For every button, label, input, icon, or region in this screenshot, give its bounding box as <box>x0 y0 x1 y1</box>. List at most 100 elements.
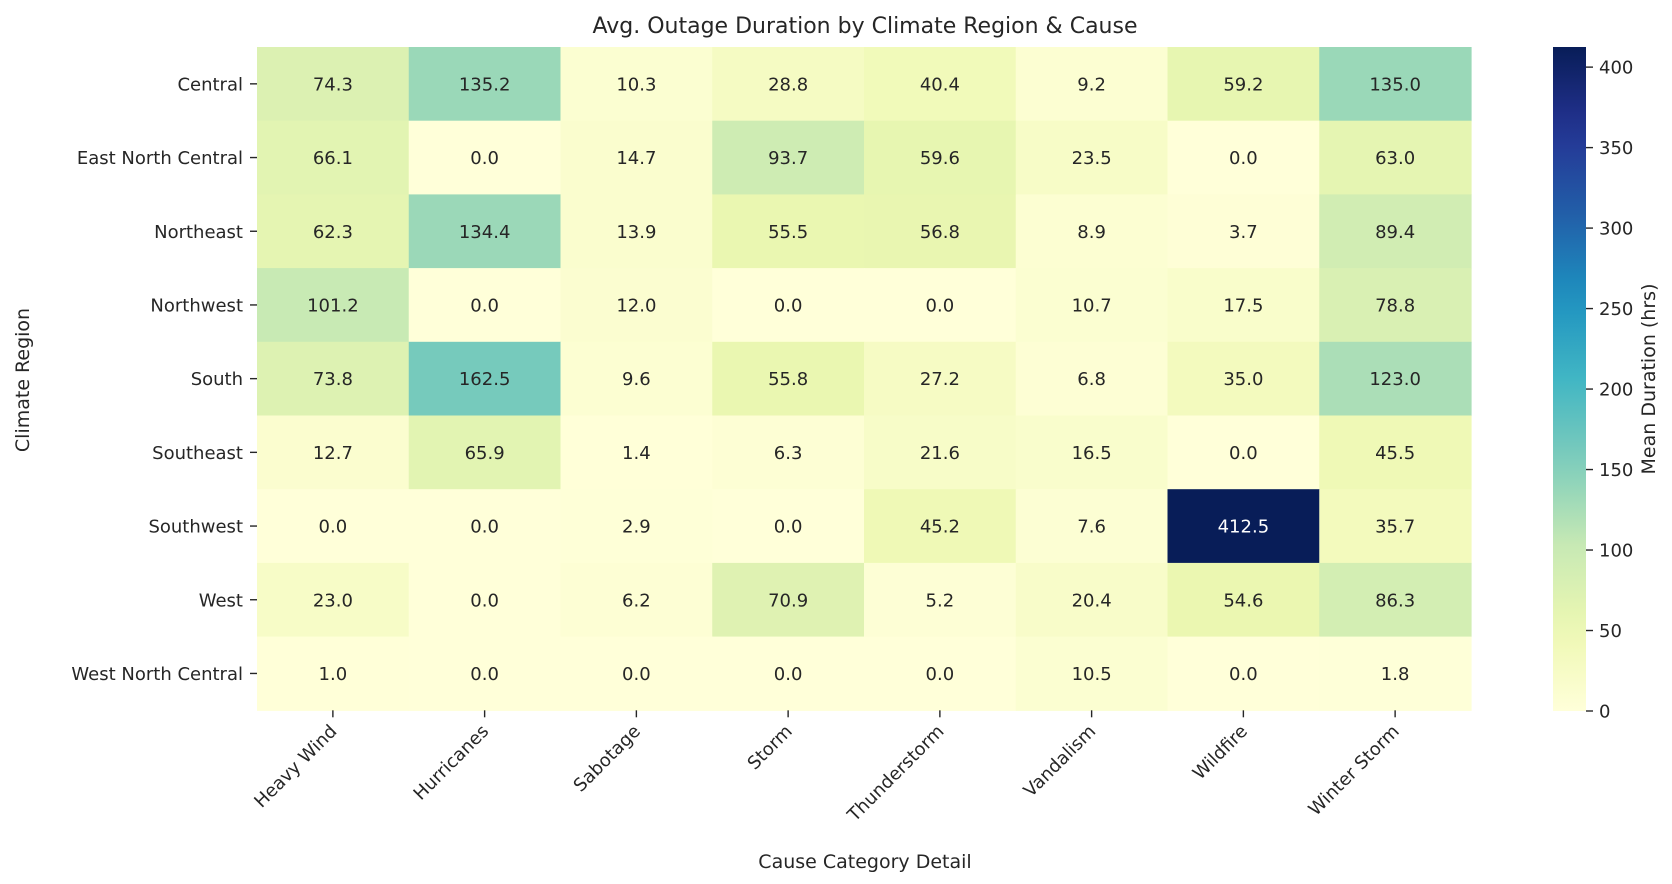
cell-value-label: 5.2 <box>926 590 955 611</box>
heatmap-cell <box>257 415 410 490</box>
cell-value-label: 65.9 <box>465 443 505 464</box>
cell-value-label: 7.6 <box>1077 517 1106 538</box>
heatmap-cell <box>864 120 1017 195</box>
cell-value-label: 6.8 <box>1077 369 1106 390</box>
heatmap-cell <box>864 636 1017 711</box>
cell-value-label: 0.0 <box>926 664 955 685</box>
cell-value-label: 40.4 <box>920 74 960 95</box>
cell-value-label: 1.0 <box>319 664 348 685</box>
y-tick-label: East North Central <box>77 148 243 169</box>
heatmap-cell <box>1015 562 1169 638</box>
heatmap-cell <box>1319 562 1472 638</box>
heatmap-cell <box>864 415 1017 490</box>
colorbar-tick-label: 0 <box>1599 702 1610 723</box>
cell-value-label: 62.3 <box>313 222 353 243</box>
cell-value-label: 45.2 <box>920 517 960 538</box>
x-tick-label: Storm <box>744 721 797 774</box>
cell-value-label: 17.5 <box>1223 295 1263 316</box>
cell-value-label: 123.0 <box>1369 369 1421 390</box>
heatmap-cell <box>1319 341 1472 417</box>
cell-value-label: 56.8 <box>920 222 960 243</box>
colorbar: 0 50 100 150 200 250 300 350 400 Mean Duration (… <box>1553 47 1660 723</box>
heatmap-cell <box>1015 268 1169 343</box>
y-axis-label: Climate Region <box>12 308 34 452</box>
heatmap-cell <box>1319 268 1472 343</box>
colorbar-tick-label: 250 <box>1599 299 1633 320</box>
x-tick-label: Wildfire <box>1189 721 1252 784</box>
cell-value-label: 59.6 <box>920 148 960 169</box>
cell-value-label: 59.2 <box>1223 74 1263 95</box>
heatmap-cell <box>560 636 713 711</box>
heatmap-cell <box>1319 415 1472 490</box>
colorbar-tick-label: 200 <box>1599 380 1633 401</box>
y-tick-label: Southwest <box>148 517 243 538</box>
cell-value-label: 0.0 <box>926 295 955 316</box>
heatmap-cell <box>257 120 410 195</box>
x-axis: Heavy Wind Hurricanes Sabotage Storm Thunder… <box>250 710 1404 826</box>
heatmap-cell <box>712 562 865 638</box>
cell-value-label: 23.5 <box>1072 148 1112 169</box>
x-tick-label: Vandalism <box>1020 721 1100 801</box>
x-tick-label: Hurricanes <box>410 721 494 805</box>
heatmap-cells <box>257 47 1472 711</box>
heatmap-cell <box>1015 120 1169 195</box>
heatmap-cell <box>408 341 562 417</box>
x-tick-label: Heavy Wind <box>250 721 341 812</box>
heatmap-cell <box>257 268 410 343</box>
cell-value-label: 27.2 <box>920 369 960 390</box>
heatmap-cell <box>712 120 865 195</box>
heatmap-cell <box>560 120 713 195</box>
y-tick-label: West North Central <box>71 664 243 685</box>
heatmap-cell <box>712 489 865 564</box>
colorbar-ticks: 0 50 100 150 200 250 300 350 400 <box>1586 58 1633 723</box>
heatmap-cell <box>1167 194 1320 269</box>
heatmap-cell <box>408 47 562 122</box>
cell-value-label: 135.0 <box>1369 74 1421 95</box>
heatmap-cell <box>712 268 865 343</box>
cell-value-label: 0.0 <box>470 590 499 611</box>
cell-value-label: 0.0 <box>622 664 651 685</box>
heatmap-cell <box>712 341 865 417</box>
colorbar-tick-label: 400 <box>1599 58 1633 79</box>
heatmap-cell <box>1167 636 1320 711</box>
heatmap-cell <box>408 120 562 195</box>
heatmap-cell <box>257 489 410 564</box>
cell-value-label: 0.0 <box>774 295 803 316</box>
heatmap-cell <box>864 268 1017 343</box>
cell-value-label: 0.0 <box>1229 443 1258 464</box>
cell-value-label: 45.5 <box>1375 443 1415 464</box>
heatmap-cell <box>257 194 410 269</box>
heatmap-cell <box>560 47 713 122</box>
heatmap-cell <box>1167 47 1320 122</box>
cell-value-label: 8.9 <box>1077 222 1106 243</box>
cell-value-label: 16.5 <box>1072 443 1112 464</box>
y-tick-label: Northwest <box>150 295 243 316</box>
colorbar-label: Mean Duration (hrs) <box>1638 284 1660 475</box>
cell-value-label: 55.8 <box>768 369 808 390</box>
heatmap-cell <box>712 194 865 269</box>
heatmap-cell <box>1167 562 1320 638</box>
x-tick-label: Sabotage <box>570 721 645 796</box>
cell-value-label: 54.6 <box>1223 590 1263 611</box>
cell-value-label: 412.5 <box>1218 517 1270 538</box>
heatmap-cell <box>1167 268 1320 343</box>
cell-value-label: 0.0 <box>470 148 499 169</box>
colorbar-tick-label: 50 <box>1599 621 1622 642</box>
heatmap-cell <box>257 47 410 122</box>
cell-value-label: 89.4 <box>1375 222 1415 243</box>
heatmap-cell <box>1015 341 1169 417</box>
heatmap-cell <box>864 194 1017 269</box>
cell-value-label: 35.7 <box>1375 517 1415 538</box>
heatmap-cell <box>408 415 562 490</box>
cell-value-label: 101.2 <box>307 295 359 316</box>
cell-value-label: 86.3 <box>1375 590 1415 611</box>
y-tick-label: South <box>191 369 243 390</box>
cell-value-label: 0.0 <box>470 517 499 538</box>
cell-value-label: 0.0 <box>1229 664 1258 685</box>
cell-value-label: 20.4 <box>1072 590 1112 611</box>
heatmap-cell <box>1167 341 1320 417</box>
cell-value-label: 162.5 <box>459 369 511 390</box>
heatmap-cell <box>712 47 865 122</box>
cell-value-label: 12.7 <box>313 443 353 464</box>
